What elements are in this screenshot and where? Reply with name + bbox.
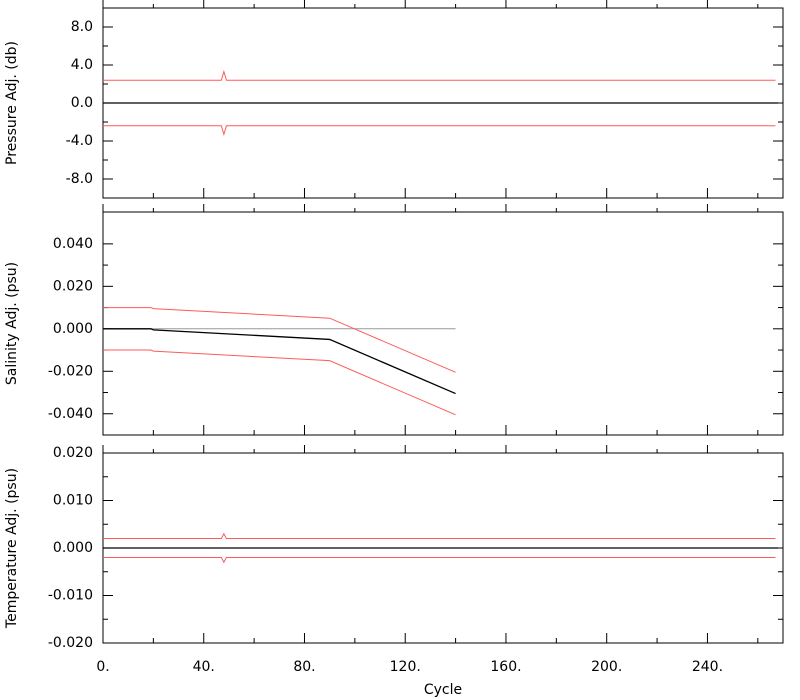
y-tick-label: -0.040 — [48, 406, 93, 422]
plot-frame — [102, 211, 784, 436]
x-tick-label: 120. — [390, 659, 421, 675]
data-line — [103, 328, 456, 395]
y-tick-label: -8.0 — [66, 171, 93, 187]
y-tick-label: 0.000 — [53, 540, 93, 556]
y-tick-label: -0.020 — [48, 635, 93, 651]
x-tick-label: 200. — [591, 659, 622, 675]
y-tick-label: -4.0 — [66, 133, 93, 149]
y-tick-label: 4.0 — [71, 57, 93, 73]
x-tick-label: 0. — [96, 659, 109, 675]
data-line — [103, 69, 776, 81]
y-axis-label: Temperature Adj. (psu) — [4, 468, 20, 629]
x-tick-label: 80. — [293, 659, 315, 675]
data-line — [103, 307, 456, 373]
y-tick-label: -0.010 — [48, 588, 93, 604]
x-tick-label: 40. — [193, 659, 215, 675]
y-tick-label: -0.020 — [48, 363, 93, 379]
y-tick-label: 0.020 — [53, 278, 93, 294]
y-tick-label: 0.020 — [53, 445, 93, 461]
x-tick-label: 240. — [692, 659, 723, 675]
y-tick-label: 0.010 — [53, 493, 93, 509]
y-tick-label: 0.0 — [71, 95, 93, 111]
x-axis-label: Cycle — [424, 682, 462, 698]
y-tick-label: 0.040 — [53, 236, 93, 252]
y-axis-label: Pressure Adj. (db) — [4, 41, 20, 165]
y-axis-label: Salinity Adj. (psu) — [4, 262, 20, 385]
data-line — [103, 349, 456, 416]
data-line — [103, 125, 776, 137]
y-tick-label: 8.0 — [71, 19, 93, 35]
data-line — [103, 557, 776, 564]
data-line — [103, 532, 776, 539]
y-tick-label: 0.000 — [53, 321, 93, 337]
x-tick-label: 160. — [490, 659, 521, 675]
